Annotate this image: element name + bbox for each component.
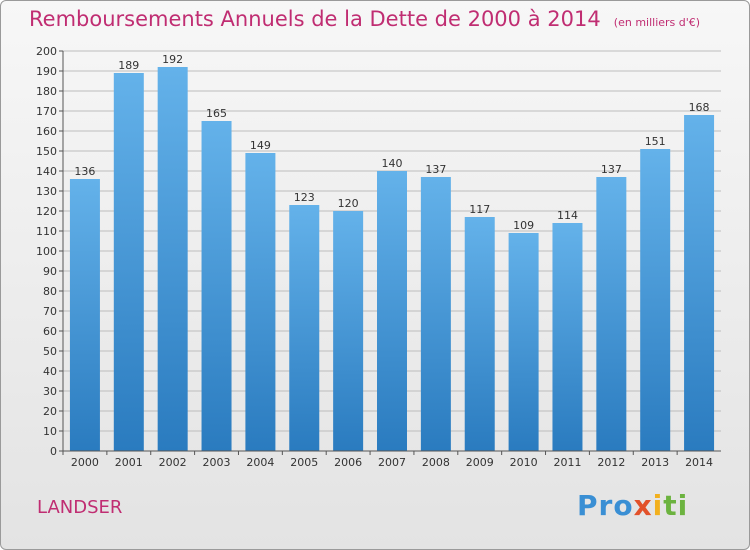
bar-2002 — [157, 67, 188, 451]
bar-2010 — [508, 233, 539, 451]
data-label-2003: 165 — [206, 107, 227, 120]
chart-title: Remboursements Annuels de la Dette de 20… — [29, 7, 601, 31]
x-tick-label-2005: 2005 — [290, 456, 318, 469]
y-tick-label: 70 — [43, 305, 57, 318]
x-tick-label-2000: 2000 — [71, 456, 99, 469]
y-tick-label: 10 — [43, 425, 57, 438]
x-tick-label-2003: 2003 — [203, 456, 231, 469]
data-label-2005: 123 — [294, 191, 315, 204]
x-tick-label-2012: 2012 — [597, 456, 625, 469]
y-tick-label: 40 — [43, 365, 57, 378]
bar-2003 — [201, 121, 232, 451]
y-tick-label: 150 — [36, 145, 57, 158]
data-labels: 136 189 192 165 149 123 120 140 137 117 109 114 137 1… — [74, 53, 709, 232]
data-label-2011: 114 — [557, 209, 578, 222]
data-label-2002: 192 — [162, 53, 183, 66]
bar-2006 — [333, 211, 364, 451]
y-axis-ticks: 0 10 20 30 40 50 60 70 80 90 100 110 120 130 140 150 160… — [36, 45, 721, 458]
y-tick-label: 80 — [43, 285, 57, 298]
data-label-2012: 137 — [601, 163, 622, 176]
data-label-2006: 120 — [338, 197, 359, 210]
bar-2004 — [245, 153, 276, 451]
bar-2001 — [113, 73, 144, 451]
data-label-2001: 189 — [118, 59, 139, 72]
y-tick-label: 100 — [36, 245, 57, 258]
data-label-2004: 149 — [250, 139, 271, 152]
x-tick-label-2007: 2007 — [378, 456, 406, 469]
x-axis-ticks: 2000 2001 2002 2003 2004 2005 2006 2007 2008 2009… — [62, 451, 713, 469]
bar-2012 — [596, 177, 627, 451]
x-tick-label-2004: 2004 — [246, 456, 274, 469]
y-tick-label: 110 — [36, 225, 57, 238]
y-tick-label: 190 — [36, 65, 57, 78]
data-label-2010: 109 — [513, 219, 534, 232]
bar-2007 — [377, 171, 407, 451]
data-label-2008: 137 — [425, 163, 446, 176]
data-label-2000: 136 — [74, 165, 95, 178]
logo-part-2: x — [633, 489, 653, 522]
x-tick-label-2001: 2001 — [115, 456, 143, 469]
bar-2014 — [684, 115, 715, 451]
y-tick-label: 20 — [43, 405, 57, 418]
y-tick-label: 50 — [43, 345, 57, 358]
x-tick-label-2010: 2010 — [510, 456, 538, 469]
x-tick-label-2006: 2006 — [334, 456, 362, 469]
x-tick-label-2011: 2011 — [553, 456, 581, 469]
y-tick-label: 130 — [36, 185, 57, 198]
bar-2005 — [289, 205, 320, 451]
y-tick-label: 120 — [36, 205, 57, 218]
bar-2009 — [464, 217, 495, 451]
x-tick-label-2014: 2014 — [685, 456, 713, 469]
y-tick-label: 0 — [50, 445, 57, 458]
bar-2013 — [640, 149, 671, 451]
data-label-2014: 168 — [689, 101, 710, 114]
x-tick-label-2009: 2009 — [466, 456, 494, 469]
y-tick-label: 160 — [36, 125, 57, 138]
bar-2011 — [552, 223, 583, 451]
y-tick-label: 200 — [36, 45, 57, 58]
data-label-2013: 151 — [645, 135, 666, 148]
chart-subtitle: (en milliers d'€) — [613, 16, 701, 29]
y-tick-label: 170 — [36, 105, 57, 118]
y-tick-label: 30 — [43, 385, 57, 398]
y-tick-label: 90 — [43, 265, 57, 278]
bar-2000 — [69, 179, 100, 451]
bar-2008 — [420, 177, 451, 451]
y-tick-label: 60 — [43, 325, 57, 338]
proxiti-logo: Proxiti — [577, 489, 688, 522]
x-tick-label-2002: 2002 — [159, 456, 187, 469]
x-tick-label-2013: 2013 — [641, 456, 669, 469]
logo-part-4: ti — [663, 489, 689, 522]
y-tick-label: 140 — [36, 165, 57, 178]
x-tick-label-2008: 2008 — [422, 456, 450, 469]
bars — [69, 67, 715, 451]
logo-part-1: Pro — [577, 489, 634, 522]
commune-name: LANDSER — [37, 497, 123, 518]
data-label-2009: 117 — [469, 203, 490, 216]
data-label-2007: 140 — [382, 157, 403, 170]
title-area: Remboursements Annuels de la Dette de 20… — [29, 7, 700, 31]
logo-part-3: i — [652, 489, 664, 522]
y-tick-label: 180 — [36, 85, 57, 98]
